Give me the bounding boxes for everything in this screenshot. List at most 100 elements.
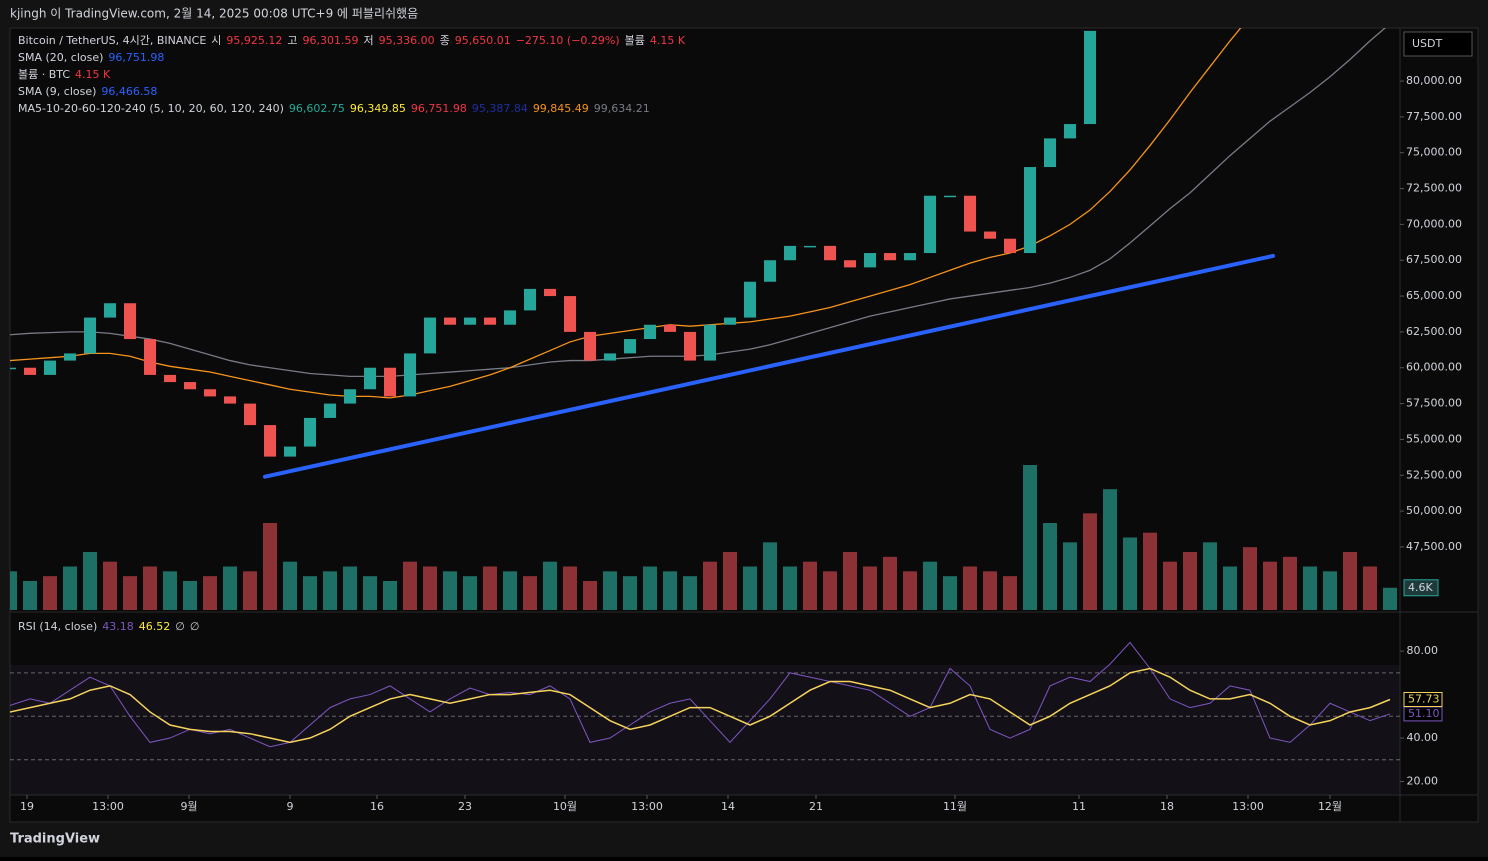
legend-item: 시 <box>211 34 221 47</box>
rsi-tick-label: 80.00 <box>1407 644 1439 657</box>
moving-average <box>10 28 1242 399</box>
candle <box>604 353 616 361</box>
y-tick-label: 50,000.00 <box>1406 504 1462 517</box>
x-tick-label: 23 <box>458 800 472 813</box>
x-tick-label: 19 <box>20 800 34 813</box>
volume-bar <box>963 566 977 610</box>
candle <box>504 310 516 325</box>
currency-box[interactable] <box>1403 31 1473 57</box>
y-tick-label: 65,000.00 <box>1406 289 1462 302</box>
volume-bar <box>443 571 457 610</box>
y-tick-label: 75,000.00 <box>1406 146 1462 159</box>
volume-bar <box>103 561 117 610</box>
volume-bar <box>123 576 137 610</box>
legend-line: SMA (20, close) 96,751.98 <box>18 51 164 64</box>
volume-bar <box>483 566 497 610</box>
candle <box>24 367 36 375</box>
currency[interactable]: USDT <box>1412 37 1443 50</box>
volume-bar <box>723 552 737 610</box>
candle <box>924 195 936 254</box>
candle <box>824 245 836 261</box>
candle <box>304 417 316 447</box>
legend-item: SMA (9, close) <box>18 85 96 98</box>
price-pane <box>10 28 1397 610</box>
rsi-band-fill <box>10 665 1400 795</box>
volume-bar <box>143 566 157 610</box>
legend-item: ∅ <box>175 620 185 633</box>
legend-item: 96,602.75 <box>289 102 345 115</box>
volume-bar <box>543 561 557 610</box>
legend-line: SMA (9, close) 96,466.58 <box>18 85 157 98</box>
candle <box>1064 124 1076 139</box>
candle <box>664 324 676 332</box>
legend-item: MA5-10-20-60-120-240 (5, 10, 20, 60, 120… <box>18 102 284 115</box>
candle <box>144 339 156 375</box>
x-tick-label: 18 <box>1160 800 1174 813</box>
y-tick-label: 52,500.00 <box>1406 468 1462 481</box>
volume-bar <box>883 556 897 610</box>
legend-item: 종 <box>440 34 450 47</box>
x-tick-label: 10월 <box>553 800 577 813</box>
candle <box>264 425 276 457</box>
candle <box>204 389 216 397</box>
legend-item: 96,349.85 <box>350 102 406 115</box>
y-tick-label: 72,500.00 <box>1406 182 1462 195</box>
candle <box>444 317 456 325</box>
candle <box>764 260 776 282</box>
volume-bar <box>203 576 217 610</box>
volume-bar <box>303 576 317 610</box>
candle <box>104 303 116 318</box>
candle <box>124 303 136 340</box>
volume-bar <box>283 561 297 610</box>
legend-item: 4.15 K <box>75 68 111 81</box>
volume-bar <box>803 561 817 610</box>
rsi-line <box>10 641 1391 748</box>
legend-item: 95,650.01 <box>455 34 511 47</box>
candle <box>784 245 796 261</box>
y-tick-label: 55,000.00 <box>1406 432 1462 445</box>
x-tick-label: 13:00 <box>631 800 663 813</box>
legend-item: SMA (20, close) <box>18 51 103 64</box>
candle <box>884 253 896 261</box>
volume-bar <box>1243 547 1257 610</box>
rsi-last-label: 51.10 <box>1408 707 1440 720</box>
candle <box>1004 238 1016 254</box>
volume-bar <box>403 561 417 610</box>
legend-item: 95,387.84 <box>472 102 528 115</box>
volume-bar <box>1023 465 1037 610</box>
candle <box>184 382 196 390</box>
volume-bar <box>1043 523 1057 610</box>
rsi-tick-label: 20.00 <box>1407 775 1439 788</box>
legend-item: 4.15 K <box>650 34 686 47</box>
legend-item: 43.18 <box>102 620 134 633</box>
candle <box>944 195 956 198</box>
candle <box>484 317 496 325</box>
volume-bar <box>1123 537 1137 610</box>
candle <box>284 446 296 457</box>
legend-item: RSI (14, close) <box>18 620 97 633</box>
volume-bar <box>943 576 957 610</box>
candle <box>1044 138 1056 168</box>
legend-item: 볼륨 · BTC <box>18 68 70 81</box>
volume-bar <box>1143 532 1157 610</box>
candle <box>1084 30 1096 125</box>
volume-bar <box>1323 571 1337 610</box>
volume-bar <box>643 566 657 610</box>
volume-bar <box>423 566 437 610</box>
x-tick-label: 16 <box>370 800 384 813</box>
x-tick-label: 9월 <box>180 800 197 813</box>
volume-bar <box>243 571 257 610</box>
y-tick-label: 57,500.00 <box>1406 397 1462 410</box>
moving-average <box>10 28 1386 377</box>
volume-bar <box>923 561 937 610</box>
candle <box>984 231 996 239</box>
candle <box>524 288 536 311</box>
candle <box>164 374 176 383</box>
volume-bar <box>763 542 777 610</box>
volume-bar <box>343 566 357 610</box>
y-tick-label: 47,500.00 <box>1406 540 1462 553</box>
volume-bar <box>843 552 857 610</box>
rsi-pane <box>10 641 1400 761</box>
candle <box>44 360 56 375</box>
